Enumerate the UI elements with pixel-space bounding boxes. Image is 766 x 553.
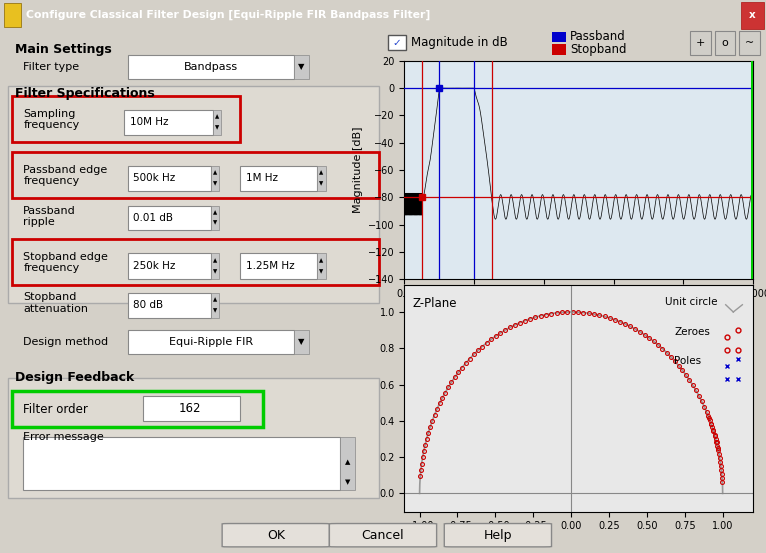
X-axis label: Frequency [Hz]: Frequency [Hz]: [536, 305, 621, 315]
Bar: [751, 61, 755, 279]
FancyBboxPatch shape: [444, 524, 552, 547]
Text: ▲: ▲: [213, 258, 218, 263]
Text: ~: ~: [745, 38, 755, 48]
Text: ▼: ▼: [298, 62, 305, 71]
Bar: [240, 253, 317, 279]
Bar: [388, 35, 405, 50]
Text: Stopband: Stopband: [570, 43, 627, 56]
Text: Sampling
frequency: Sampling frequency: [23, 109, 80, 131]
Bar: [294, 330, 309, 354]
Text: 80 dB: 80 dB: [133, 300, 164, 310]
Text: OK: OK: [267, 529, 285, 541]
Text: 0.01 dB: 0.01 dB: [133, 213, 173, 223]
Bar: [11, 390, 263, 427]
Bar: [739, 31, 761, 55]
Bar: [8, 378, 379, 498]
Text: Poles: Poles: [674, 356, 702, 366]
Bar: [124, 109, 213, 135]
Text: Equi-Ripple FIR: Equi-Ripple FIR: [169, 337, 253, 347]
Text: ▲: ▲: [213, 298, 218, 302]
Text: 250k Hz: 250k Hz: [133, 261, 176, 271]
Text: 10M Hz: 10M Hz: [129, 117, 168, 127]
Bar: [8, 86, 379, 303]
Bar: [340, 437, 355, 491]
Text: ▼: ▼: [345, 479, 351, 485]
Text: ▼: ▼: [215, 126, 219, 131]
Bar: [213, 109, 221, 135]
Text: Design Feedback: Design Feedback: [15, 371, 135, 384]
Bar: [211, 206, 219, 230]
Text: ▼: ▼: [213, 269, 218, 274]
Text: ▲: ▲: [319, 258, 323, 263]
Text: ▼: ▼: [213, 181, 218, 186]
Text: Bandpass: Bandpass: [184, 62, 238, 72]
Bar: [552, 44, 566, 55]
Text: ▼: ▼: [213, 221, 218, 226]
Text: ▼: ▼: [298, 337, 305, 346]
Text: ▼: ▼: [213, 308, 218, 313]
Text: ▼: ▼: [319, 269, 323, 274]
Bar: [128, 55, 294, 79]
Text: Stopband
attenuation: Stopband attenuation: [23, 292, 88, 314]
Bar: [23, 437, 340, 491]
Text: x: x: [749, 9, 756, 19]
Text: Passband
ripple: Passband ripple: [23, 206, 76, 227]
Text: Filter type: Filter type: [23, 62, 80, 72]
Bar: [128, 253, 211, 279]
FancyBboxPatch shape: [222, 524, 329, 547]
Bar: [741, 2, 764, 29]
Bar: [128, 293, 211, 317]
Text: Cancel: Cancel: [362, 529, 404, 541]
Bar: [689, 31, 711, 55]
Text: ▲: ▲: [213, 210, 218, 215]
Y-axis label: Magnitude [dB]: Magnitude [dB]: [352, 127, 362, 213]
Text: Magnitude in dB: Magnitude in dB: [411, 36, 508, 49]
Bar: [11, 96, 240, 142]
Text: 162: 162: [178, 402, 201, 415]
Text: +: +: [696, 38, 705, 48]
Text: 500k Hz: 500k Hz: [133, 173, 175, 184]
Text: ✓: ✓: [393, 38, 401, 48]
Bar: [317, 253, 326, 279]
Bar: [211, 166, 219, 191]
Text: ▲: ▲: [213, 170, 218, 175]
Text: Z-Plane: Z-Plane: [412, 298, 457, 310]
Bar: [211, 253, 219, 279]
Text: ▲: ▲: [215, 114, 219, 119]
Bar: [715, 31, 735, 55]
Text: Help: Help: [483, 529, 512, 541]
Text: 1.25M Hz: 1.25M Hz: [246, 261, 294, 271]
Bar: [143, 397, 240, 421]
Bar: [128, 166, 211, 191]
Text: Unit circle: Unit circle: [665, 298, 718, 307]
Text: Configure Classical Filter Design [Equi-Ripple FIR Bandpass Filter]: Configure Classical Filter Design [Equi-…: [26, 10, 430, 20]
Bar: [317, 166, 326, 191]
Text: Main Settings: Main Settings: [15, 43, 113, 56]
Bar: [4, 3, 21, 28]
Text: ▲: ▲: [345, 459, 351, 465]
Bar: [11, 239, 379, 285]
Text: o: o: [722, 38, 728, 48]
Bar: [128, 206, 211, 230]
Text: 1M Hz: 1M Hz: [246, 173, 277, 184]
Text: Passband: Passband: [570, 30, 626, 43]
Bar: [211, 293, 219, 317]
Bar: [552, 32, 566, 42]
Text: Error message: Error message: [23, 432, 104, 442]
Text: Filter order: Filter order: [23, 403, 88, 415]
Text: ▼: ▼: [319, 181, 323, 186]
FancyBboxPatch shape: [329, 524, 437, 547]
Bar: [240, 166, 317, 191]
Text: Passband edge
frequency: Passband edge frequency: [23, 165, 107, 186]
Bar: [11, 152, 379, 199]
Text: Stopband edge
frequency: Stopband edge frequency: [23, 252, 108, 273]
Text: Filter Specifications: Filter Specifications: [15, 87, 155, 100]
Bar: [128, 330, 294, 354]
Text: ▲: ▲: [319, 170, 323, 175]
Text: Design method: Design method: [23, 337, 108, 347]
Bar: [294, 55, 309, 79]
Text: Zeroes: Zeroes: [674, 326, 710, 337]
